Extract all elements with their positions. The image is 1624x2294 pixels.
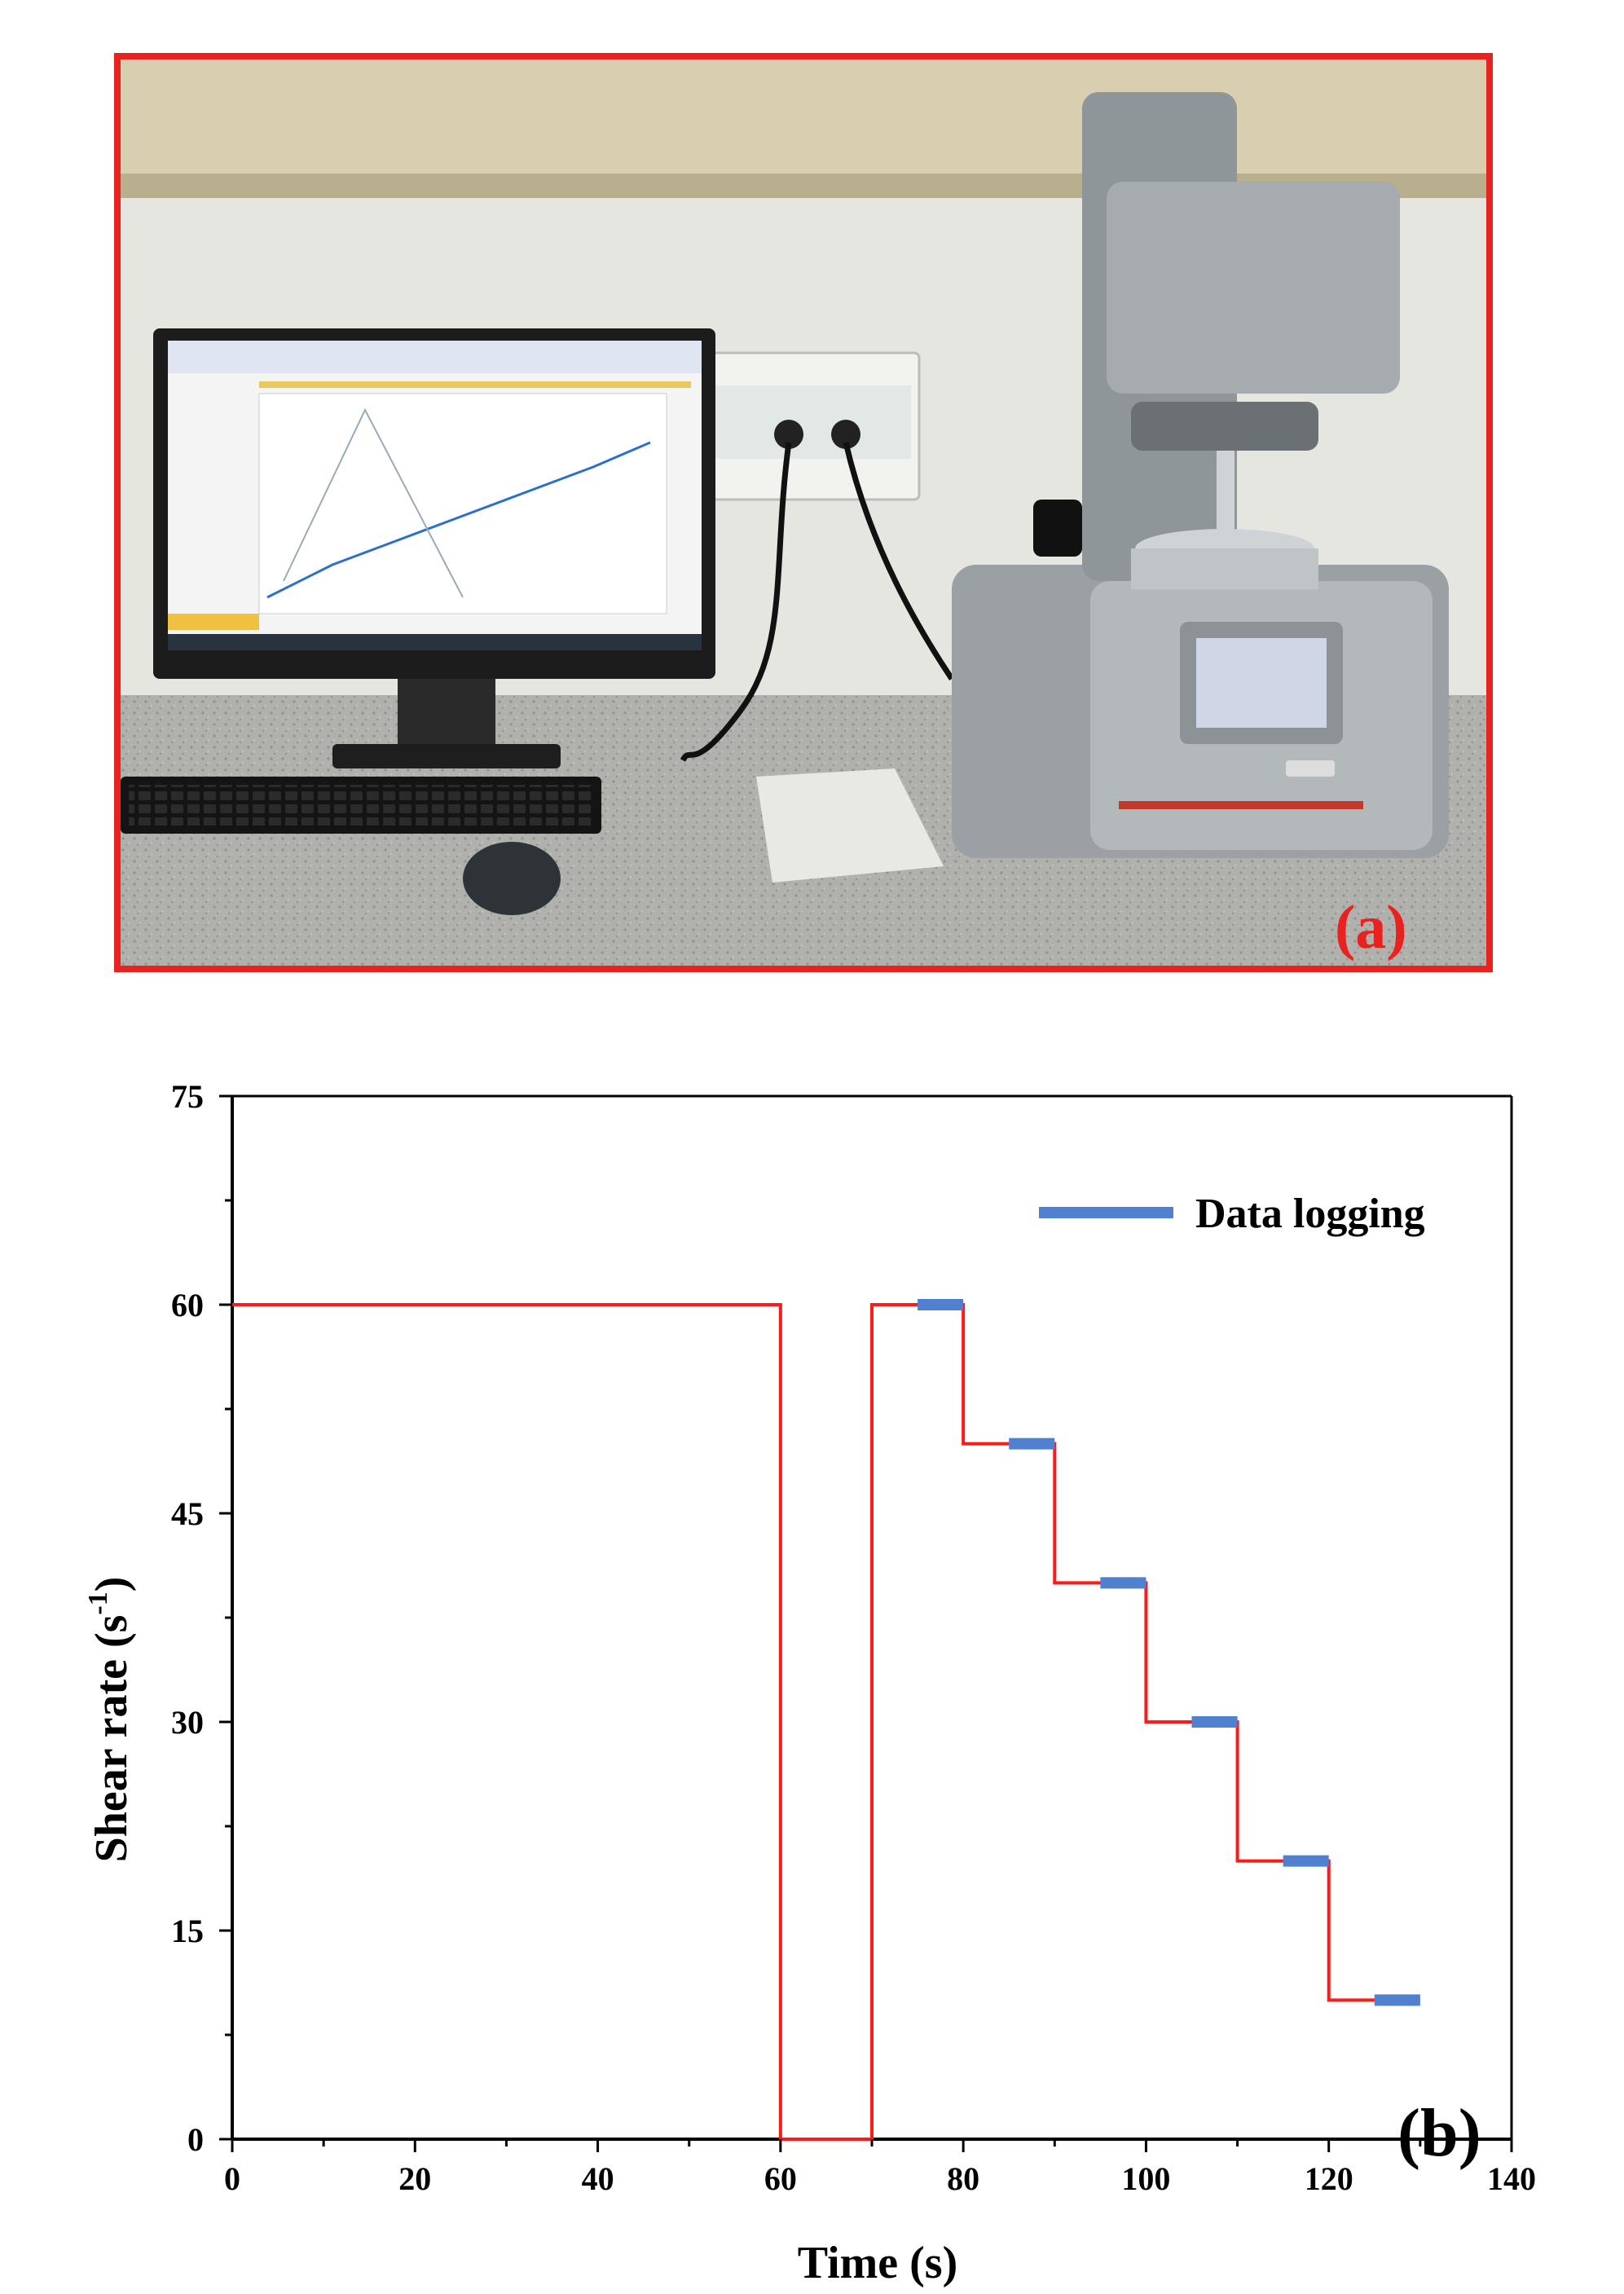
panel-b-label: (b): [1397, 2095, 1481, 2171]
legend-label-data-logging: Data logging: [1195, 1191, 1425, 1237]
series-layer: [232, 1299, 1420, 2141]
x-tick-label: 100: [1121, 2160, 1170, 2197]
x-tick-label: 60: [764, 2160, 797, 2197]
y-tick-label: 75: [171, 1078, 204, 1115]
x-axis-title: Time (s): [798, 2238, 958, 2288]
y-axis-title-superscript: -1: [83, 1592, 113, 1614]
y-axis-title: Shear rate (s-1): [83, 1577, 137, 1863]
mouse: [463, 842, 561, 915]
x-tick-label: 40: [582, 2160, 614, 2197]
shelf: [121, 59, 1486, 190]
chart-panel: 0 20 40 60 80 100 120 140 0 15 30 45 60 75 Time (s) S…: [0, 1019, 1624, 2294]
shear-rate-chart: 0 20 40 60 80 100 120 140 0 15 30 45 60 75 Time (s) S…: [83, 1078, 1536, 2288]
y-tick-label: 0: [187, 2121, 204, 2158]
x-tick-label: 80: [947, 2160, 979, 2197]
rheometer-display: [1196, 638, 1327, 728]
photo-panel: (a): [114, 53, 1493, 972]
legend: Data logging: [1039, 1191, 1425, 1237]
tick-marks: [219, 1094, 1513, 2152]
lab-setup-photo: (a): [121, 59, 1486, 966]
panel-a-label: (a): [1335, 893, 1407, 962]
x-tick-label: 20: [398, 2160, 431, 2197]
x-tick-label: 0: [224, 2160, 240, 2197]
y-tick-label: 30: [171, 1704, 204, 1741]
y-axis-title-close: ): [86, 1577, 137, 1592]
y-tick-label: 15: [171, 1913, 204, 1949]
y-tick-label: 45: [171, 1495, 204, 1532]
tick-labels: 0 20 40 60 80 100 120 140 0 15 30 45 60 75: [171, 1078, 1536, 2197]
x-tick-label: 140: [1487, 2160, 1536, 2197]
shear-rate-step-line: [232, 1303, 1420, 2141]
x-tick-label: 120: [1305, 2160, 1353, 2197]
y-tick-label: 60: [171, 1287, 204, 1323]
y-axis-title-main: Shear rate (s: [86, 1615, 137, 1863]
